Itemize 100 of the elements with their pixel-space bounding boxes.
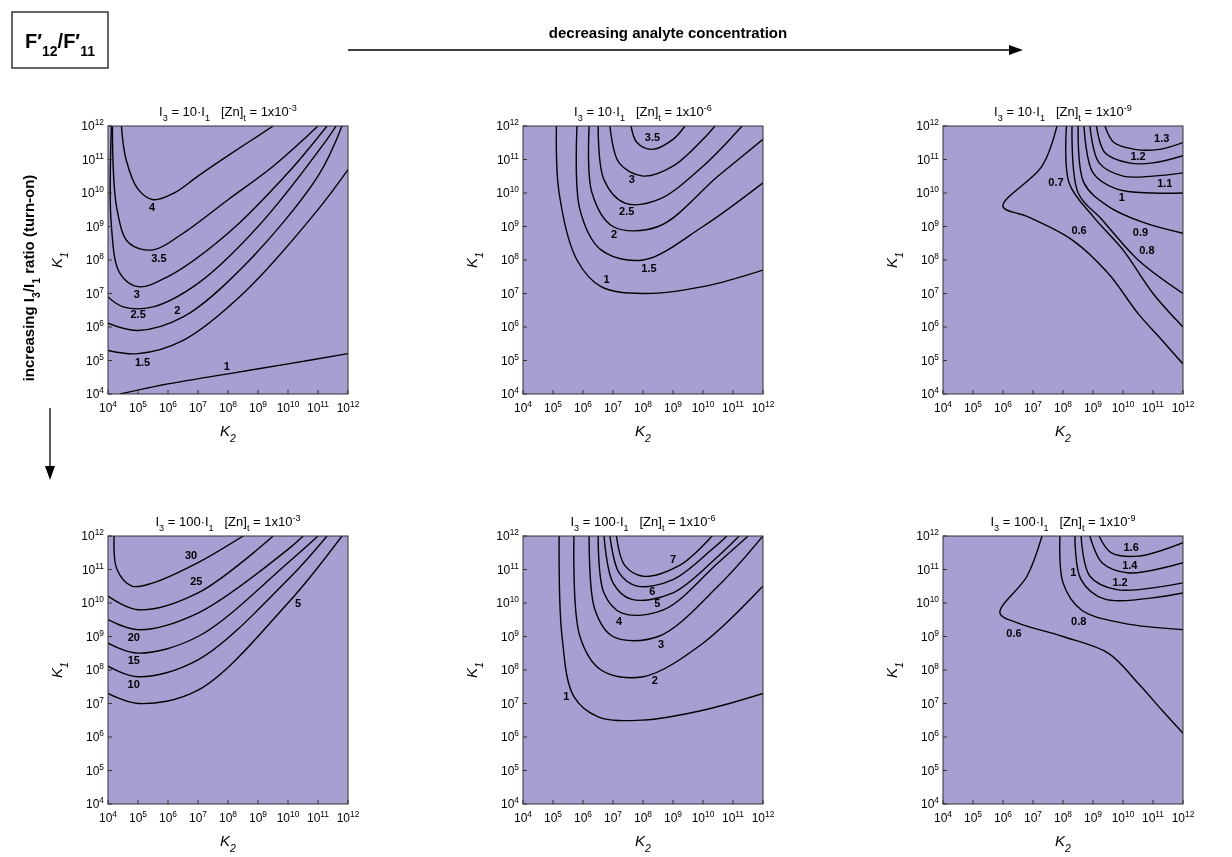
x-tick-label: 10$^{8}$ bbox=[218, 399, 238, 415]
x-axis-title: K$_{2}$ bbox=[635, 832, 652, 854]
series-label: 2.5 bbox=[619, 204, 635, 217]
y-tick-label: 10$^{5}$ bbox=[920, 761, 940, 778]
y-tick-label: 10$^{11}$ bbox=[81, 150, 105, 167]
y-tick-label: 10$^{5}$ bbox=[85, 761, 105, 778]
x-axis-title: K$_{2}$ bbox=[1055, 832, 1072, 854]
x-tick-label: 10$^{8}$ bbox=[1053, 399, 1073, 415]
y-tick-label: 10$^{4}$ bbox=[500, 795, 520, 812]
x-tick-label: 10$^{10}$ bbox=[691, 399, 715, 415]
y-tick-label: 10$^{10}$ bbox=[916, 594, 940, 611]
chart-title: I$_{3}$ = 100·I$_{1}$ [Zn]$_{t}$ = 1x10$^{-3}$ bbox=[155, 513, 301, 533]
y-tick-label: 10$^{7}$ bbox=[920, 284, 940, 301]
y-tick-label: 10$^{6}$ bbox=[920, 318, 940, 335]
series-label: 5 bbox=[654, 596, 661, 609]
series-label: 1.1 bbox=[1157, 176, 1173, 189]
x-tick-label: 10$^{4}$ bbox=[513, 399, 533, 415]
y-tick-label: 10$^{8}$ bbox=[500, 251, 520, 268]
y-tick-label: 10$^{9}$ bbox=[500, 217, 520, 234]
y-tick-label: 10$^{9}$ bbox=[85, 217, 105, 234]
y-tick-label: 10$^{11}$ bbox=[81, 560, 105, 577]
x-tick-label: 10$^{9}$ bbox=[1083, 809, 1103, 825]
series-label: 0.8 bbox=[1071, 614, 1087, 627]
y-tick-label: 10$^{11}$ bbox=[916, 560, 940, 577]
chart-title: I$_{3}$ = 10·I$_{1}$ [Zn]$_{t}$ = 1x10$^{-6}$ bbox=[574, 103, 712, 123]
series-label: 1 bbox=[563, 690, 570, 703]
y-tick-label: 10$^{6}$ bbox=[500, 318, 520, 335]
y-tick-label: 10$^{6}$ bbox=[500, 728, 520, 745]
x-tick-label: 10$^{6}$ bbox=[993, 399, 1013, 415]
series-label: 3 bbox=[657, 637, 665, 650]
x-tick-label: 10$^{8}$ bbox=[1053, 809, 1073, 825]
y-tick-label: 10$^{8}$ bbox=[920, 251, 940, 268]
x-tick-label: 10$^{10}$ bbox=[1111, 809, 1135, 825]
x-tick-label: 10$^{11}$ bbox=[306, 809, 330, 825]
series-label: 0.6 bbox=[1006, 626, 1022, 639]
x-tick-label: 10$^{4}$ bbox=[933, 809, 953, 825]
series-label: 6 bbox=[649, 584, 656, 597]
y-tick-label: 10$^{12}$ bbox=[916, 527, 940, 544]
x-tick-label: 10$^{6}$ bbox=[573, 399, 593, 415]
series-label: 3 bbox=[628, 173, 635, 186]
y-tick-label: 10$^{10}$ bbox=[496, 594, 520, 611]
series-label: 7 bbox=[670, 552, 677, 565]
x-tick-label: 10$^{11}$ bbox=[306, 399, 330, 415]
chart-title: I$_{3}$ = 10·I$_{1}$ [Zn]$_{t}$ = 1x10$^{-9}$ bbox=[994, 103, 1132, 123]
x-tick-label: 10$^{4}$ bbox=[98, 399, 118, 415]
x-tick-label: 10$^{5}$ bbox=[543, 809, 563, 825]
series-label: 2 bbox=[610, 227, 618, 240]
x-tick-label: 10$^{4}$ bbox=[513, 809, 533, 825]
y-tick-label: 10$^{10}$ bbox=[81, 594, 105, 611]
x-tick-label: 10$^{6}$ bbox=[573, 809, 593, 825]
y-tick-label: 10$^{7}$ bbox=[920, 694, 940, 711]
y-tick-label: 10$^{12}$ bbox=[916, 117, 940, 134]
series-label: 2 bbox=[174, 304, 181, 317]
x-tick-label: 10$^{12}$ bbox=[1171, 399, 1195, 415]
y-tick-label: 10$^{6}$ bbox=[85, 318, 105, 335]
chart-title: I$_{3}$ = 100·I$_{1}$ [Zn]$_{t}$ = 1x10$^{-9}$ bbox=[990, 513, 1136, 533]
y-tick-label: 10$^{5}$ bbox=[85, 351, 105, 368]
y-tick-label: 10$^{12}$ bbox=[496, 527, 520, 544]
x-tick-label: 10$^{7}$ bbox=[188, 399, 208, 415]
x-tick-label: 10$^{5}$ bbox=[963, 399, 983, 415]
x-tick-label: 10$^{9}$ bbox=[248, 809, 268, 825]
series-label: 3 bbox=[133, 288, 140, 301]
series-label: 3.5 bbox=[644, 130, 661, 143]
series-label: 0.7 bbox=[1048, 176, 1064, 189]
y-tick-label: 10$^{4}$ bbox=[920, 385, 940, 402]
x-tick-label: 10$^{9}$ bbox=[248, 399, 268, 415]
series-label: 1.6 bbox=[1123, 540, 1139, 553]
y-tick-label: 10$^{11}$ bbox=[496, 150, 520, 167]
x-tick-label: 10$^{4}$ bbox=[933, 399, 953, 415]
y-tick-label: 10$^{7}$ bbox=[500, 694, 520, 711]
x-tick-label: 10$^{11}$ bbox=[1141, 809, 1165, 825]
y-tick-label: 10$^{4}$ bbox=[85, 795, 105, 812]
series-label: 1.2 bbox=[1112, 575, 1128, 588]
y-tick-label: 10$^{10}$ bbox=[916, 184, 940, 201]
y-tick-label: 10$^{7}$ bbox=[500, 284, 520, 301]
y-tick-label: 10$^{6}$ bbox=[85, 728, 105, 745]
x-tick-label: 10$^{5}$ bbox=[543, 399, 563, 415]
x-tick-label: 10$^{12}$ bbox=[751, 809, 775, 825]
y-tick-label: 10$^{5}$ bbox=[500, 761, 520, 778]
series-label: 25 bbox=[190, 574, 203, 587]
series-label: 1 bbox=[223, 360, 230, 373]
x-tick-label: 10$^{9}$ bbox=[1083, 399, 1103, 415]
x-tick-label: 10$^{10}$ bbox=[276, 809, 300, 825]
series-label: 1.3 bbox=[1154, 132, 1170, 145]
x-tick-label: 10$^{7}$ bbox=[188, 809, 208, 825]
x-axis-title: K$_{2}$ bbox=[220, 832, 237, 854]
series-label: 30 bbox=[184, 548, 198, 561]
series-label: 0.6 bbox=[1071, 223, 1087, 236]
chart-title: I$_{3}$ = 100·I$_{1}$ [Zn]$_{t}$ = 1x10$^{-6}$ bbox=[570, 513, 716, 533]
series-label: 4 bbox=[149, 201, 157, 214]
y-tick-label: 10$^{12}$ bbox=[81, 117, 105, 134]
series-label: 15 bbox=[127, 654, 141, 667]
series-label: 20 bbox=[127, 630, 140, 643]
y-tick-label: 10$^{4}$ bbox=[500, 385, 520, 402]
text: F′$_{12}$/F′$_{11}$ bbox=[25, 30, 96, 59]
x-axis-title: K$_{2}$ bbox=[220, 422, 237, 444]
series-label: 2.5 bbox=[130, 307, 146, 320]
x-tick-label: 10$^{12}$ bbox=[336, 399, 360, 415]
y-tick-label: 10$^{8}$ bbox=[920, 661, 940, 678]
x-tick-label: 10$^{8}$ bbox=[218, 809, 238, 825]
